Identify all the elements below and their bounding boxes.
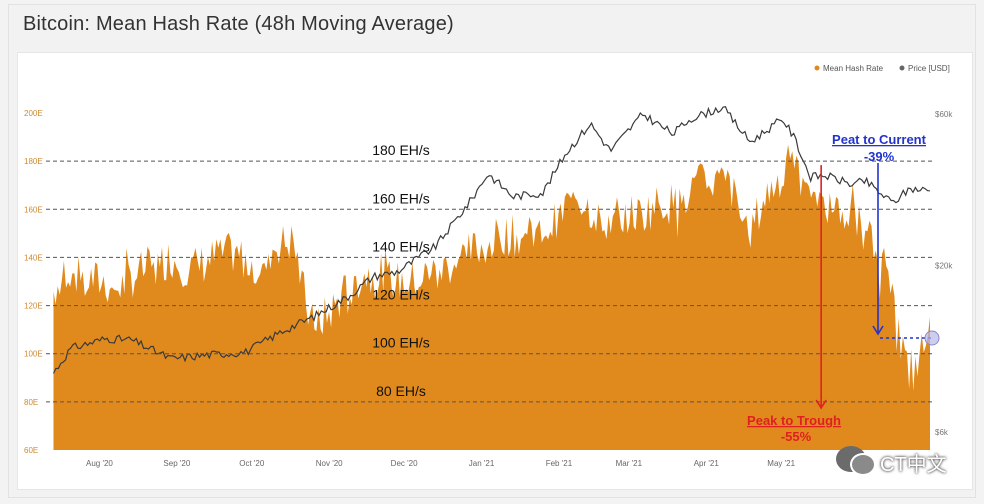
x-tick-label: Oct '20 (239, 459, 265, 468)
x-tick-label: Nov '20 (316, 459, 343, 468)
y-left-tick-label: 120E (24, 302, 43, 311)
ref-line-label: 140 EH/s (372, 238, 430, 254)
peak-to-current-value: -39% (864, 149, 895, 164)
y-left-tick-label: 100E (24, 350, 43, 359)
hash-rate-area (53, 144, 930, 450)
y-left-tick-label: 180E (24, 157, 43, 166)
legend-marker-hash (814, 65, 820, 71)
y-left-tick-label: 80E (24, 398, 38, 407)
peak-to-current-arrowhead (872, 325, 884, 336)
y-left-tick-label: 160E (24, 205, 43, 214)
x-tick-label: Apr '21 (694, 459, 720, 468)
x-tick-label: Aug '20 (86, 459, 113, 468)
y-left-tick-label: 60E (24, 446, 38, 455)
wechat-watermark: CT中文 (836, 440, 966, 480)
peak-to-trough-label: Peak to Trough (747, 413, 841, 428)
legend-label-price: Price [USD] (908, 64, 950, 73)
ref-line-label: 160 EH/s (372, 190, 430, 206)
current-marker (924, 330, 940, 346)
y-right-tick-label: $60k (935, 110, 953, 119)
peak-to-trough-value: -55% (781, 429, 812, 444)
x-tick-label: Sep '20 (163, 459, 190, 468)
x-tick-label: May '21 (767, 459, 795, 468)
legend-marker-price (899, 65, 905, 71)
x-tick-label: Mar '21 (616, 459, 643, 468)
ref-line-label: 180 EH/s (372, 142, 430, 158)
peak-to-trough-arrowhead (815, 399, 827, 410)
y-left-tick-label: 140E (24, 253, 43, 262)
ref-line-label: 80 EH/s (376, 383, 426, 399)
x-tick-label: Jan '21 (469, 459, 495, 468)
chart-title: Bitcoin: Mean Hash Rate (48h Moving Aver… (23, 13, 454, 35)
y-left-tick-label: 200E (24, 109, 43, 118)
y-right-tick-label: $20k (935, 262, 953, 271)
legend-label-hash: Mean Hash Rate (823, 64, 884, 73)
ref-line-label: 120 EH/s (372, 287, 430, 303)
x-tick-label: Dec '20 (391, 459, 418, 468)
y-right-tick-label: $6k (935, 428, 949, 437)
price-line (52, 106, 931, 374)
peak-to-current-label: Peat to Current (832, 132, 927, 147)
watermark-text: CT中文 (880, 454, 947, 476)
x-tick-label: Feb '21 (546, 459, 573, 468)
ref-line-label: 100 EH/s (372, 335, 430, 351)
wechat-bubble-small-icon (850, 453, 876, 476)
